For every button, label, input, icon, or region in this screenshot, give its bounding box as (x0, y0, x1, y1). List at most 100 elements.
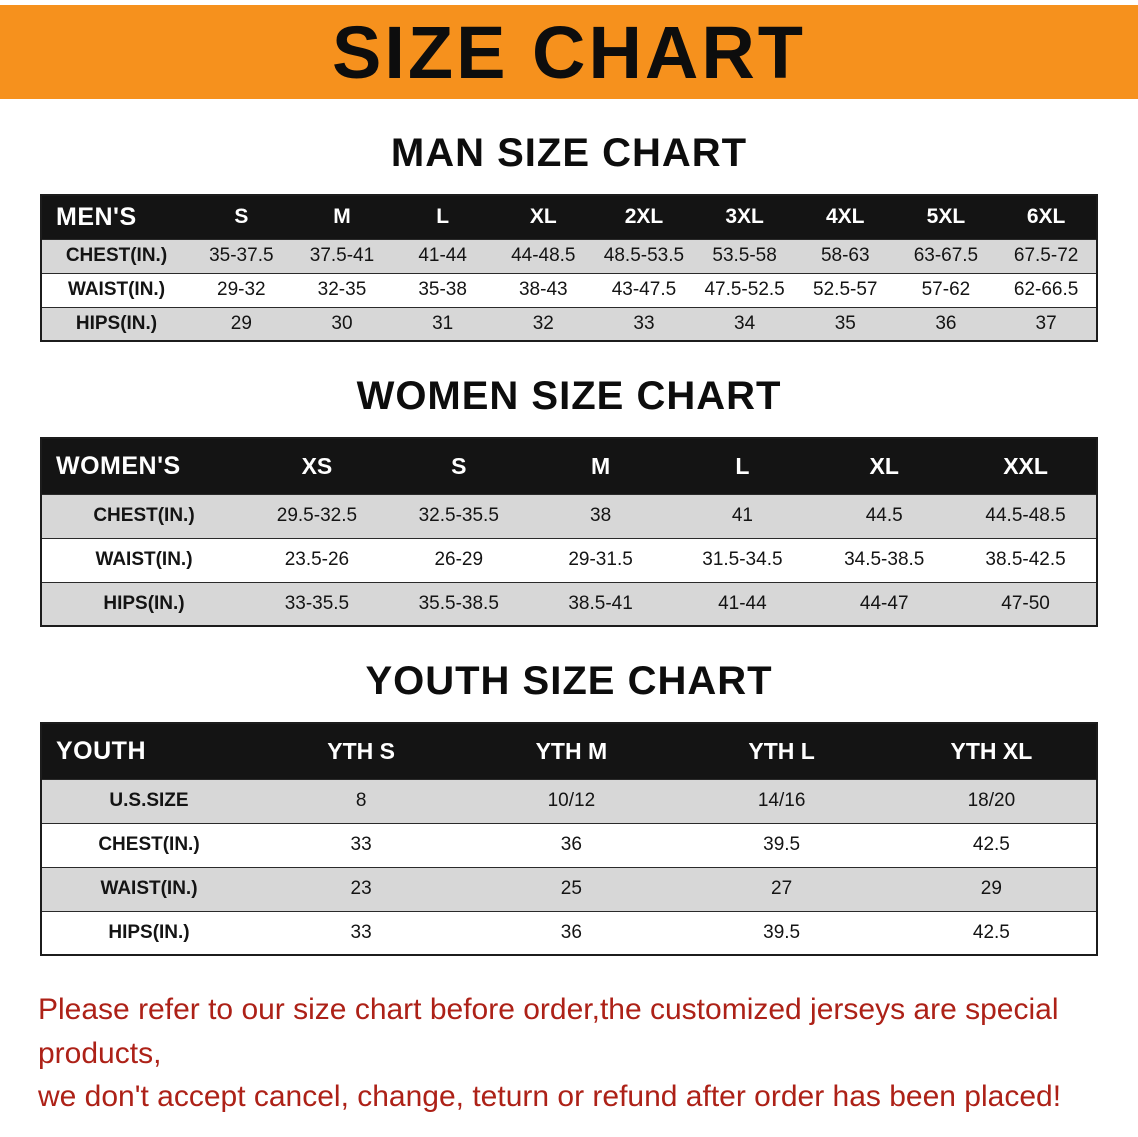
youth-section-heading: YOUTH SIZE CHART (365, 659, 773, 703)
size-value-cell: 18/20 (967, 790, 1016, 811)
size-value-cell: 30 (331, 312, 353, 334)
size-value-cell: 37.5-41 (309, 245, 375, 266)
table-row: HIPS(IN.) 33-35.5 35.5-38.5 38.5-41 41-44 44-… (41, 582, 1097, 626)
size-value-cell: 14/16 (757, 790, 806, 811)
banner-title: SIZE CHART (332, 10, 806, 94)
disclaimer-line-1: Please refer to our size chart before or… (38, 993, 1059, 1070)
size-column-header: 6XL (996, 195, 1097, 239)
size-value-cell: 63-67.5 (913, 245, 979, 266)
row-label: WAIST(IN.) (67, 279, 166, 300)
size-value-cell: 47-50 (1001, 592, 1050, 614)
size-value-cell: 33 (350, 834, 372, 855)
size-value-cell: 23.5-26 (284, 549, 350, 570)
size-value-cell: 39.5 (763, 921, 801, 943)
size-value-cell: 29 (230, 312, 252, 334)
size-value-cell: 38.5-42.5 (985, 549, 1066, 570)
table-header-row: YOUTH YTH S YTH M YTH L YTH XL (41, 723, 1097, 779)
size-value-cell: 26-29 (434, 549, 484, 570)
youth-section: YOUTH SIZE CHART YOUTH YTH S YTH M YTH L YTH… (0, 659, 1138, 956)
size-value-cell: 32.5-35.5 (418, 505, 499, 526)
size-value-cell: 25 (560, 878, 582, 899)
size-column-header: M (291, 195, 393, 239)
size-value-cell: 8 (355, 790, 367, 811)
size-value-cell: 52.5-57 (813, 279, 878, 300)
size-column-header: 5XL (895, 195, 997, 239)
size-chart-banner: SIZE CHART (0, 5, 1138, 99)
size-value-cell: 44.5 (865, 505, 903, 526)
size-column-header: 4XL (794, 195, 896, 239)
size-value-cell: 42.5 (972, 921, 1010, 943)
size-value-cell: 41-44 (718, 592, 767, 614)
size-value-cell: 58-63 (820, 245, 870, 266)
size-value-cell: 44-47 (859, 592, 909, 614)
size-value-cell: 41-44 (418, 245, 467, 266)
size-value-cell: 10/12 (547, 790, 596, 811)
size-column-header: XL (492, 195, 594, 239)
row-label: WAIST(IN.) (100, 878, 198, 899)
size-column-header: S (387, 438, 530, 494)
table-header-row: WOMEN'S XS S M L XL XXL (41, 438, 1097, 494)
size-value-cell: 38-43 (518, 279, 568, 300)
size-value-cell: 36 (560, 921, 582, 943)
size-value-cell: 36 (560, 834, 582, 855)
size-value-cell: 34 (734, 312, 756, 334)
table-row: CHEST(IN.) 33 36 39.5 42.5 (41, 823, 1097, 867)
men-section: MAN SIZE CHART MEN'S S M L XL 2XL 3XL 4XL 5XL 6XL… (0, 131, 1138, 342)
size-value-cell: 35-37.5 (209, 245, 274, 266)
table-row: CHEST(IN.) 29.5-32.5 32.5-35.5 38 41 44.5 44.5… (41, 494, 1097, 538)
table-row: WAIST(IN.) 29-32 32-35 35-38 38-43 43-47.5 47.… (41, 273, 1097, 307)
size-value-cell: 33 (350, 921, 372, 943)
size-value-cell: 36 (935, 312, 957, 334)
size-value-cell: 29-32 (217, 279, 266, 300)
table-row: U.S.SIZE 8 10/12 14/16 18/20 (41, 779, 1097, 823)
table-corner-label: WOMEN'S (41, 438, 246, 494)
table-row: WAIST(IN.) 23 25 27 29 (41, 867, 1097, 911)
size-column-header: M (529, 438, 672, 494)
size-chart-disclaimer: Please refer to our size chart before or… (38, 988, 1100, 1119)
size-value-cell: 44.5-48.5 (985, 505, 1066, 526)
size-value-cell: 29.5-32.5 (276, 505, 358, 526)
row-label: HIPS(IN.) (103, 592, 185, 614)
table-row: HIPS(IN.) 29 30 31 32 33 34 35 36 37 (41, 307, 1097, 341)
size-value-cell: 31.5-34.5 (702, 549, 783, 570)
size-value-cell: 47.5-52.5 (704, 279, 785, 300)
size-value-cell: 23 (350, 878, 372, 899)
size-value-cell: 57-62 (921, 279, 971, 300)
row-label: HIPS(IN.) (75, 312, 158, 334)
size-column-header: YTH L (676, 723, 887, 779)
size-value-cell: 38 (590, 505, 612, 526)
size-column-header: L (392, 195, 493, 239)
table-row: WAIST(IN.) 23.5-26 26-29 29-31.5 31.5-34.5 34… (41, 538, 1097, 582)
size-value-cell: 42.5 (972, 834, 1010, 855)
women-section-heading: WOMEN SIZE CHART (356, 374, 782, 418)
youth-size-table: YOUTH YTH S YTH M YTH L YTH XL U.S.SIZE 8 10/12… (40, 722, 1098, 956)
size-column-header: L (671, 438, 814, 494)
size-column-header: XS (246, 438, 388, 494)
size-value-cell: 29-31.5 (568, 549, 633, 570)
men-section-heading: MAN SIZE CHART (390, 131, 748, 175)
size-value-cell: 67.5-72 (1013, 245, 1079, 266)
size-chart-document: SIZE CHART MAN SIZE CHART MEN'S S M L XL 2XL 3… (0, 5, 1138, 1119)
size-value-cell: 32 (532, 312, 554, 334)
table-header-row: MEN'S S M L XL 2XL 3XL 4XL 5XL 6XL (41, 195, 1097, 239)
size-value-cell: 44-48.5 (511, 245, 576, 266)
row-label: HIPS(IN.) (108, 921, 190, 943)
table-corner-label: YOUTH (41, 723, 256, 779)
row-label: CHEST(IN.) (93, 505, 195, 526)
size-value-cell: 35 (834, 312, 856, 334)
men-size-table: MEN'S S M L XL 2XL 3XL 4XL 5XL 6XL CHEST(IN.) 35-37… (40, 194, 1098, 342)
size-value-cell: 34.5-38.5 (844, 549, 925, 570)
row-label: CHEST(IN.) (65, 245, 168, 266)
size-value-cell: 33-35.5 (284, 592, 350, 614)
size-value-cell: 33 (633, 312, 655, 334)
size-column-header: XXL (955, 438, 1097, 494)
size-column-header: 3XL (694, 195, 795, 239)
size-value-cell: 48.5-53.5 (603, 245, 685, 266)
table-row: CHEST(IN.) 35-37.5 37.5-41 41-44 44-48.5 48.5… (41, 239, 1097, 273)
women-size-table: WOMEN'S XS S M L XL XXL CHEST(IN.) 29.5-32.5 32.5… (40, 437, 1098, 627)
size-value-cell: 35.5-38.5 (418, 592, 499, 614)
size-column-header: S (191, 195, 292, 239)
size-value-cell: 27 (771, 878, 793, 899)
size-value-cell: 62-66.5 (1013, 279, 1079, 300)
size-column-header: XL (813, 438, 956, 494)
